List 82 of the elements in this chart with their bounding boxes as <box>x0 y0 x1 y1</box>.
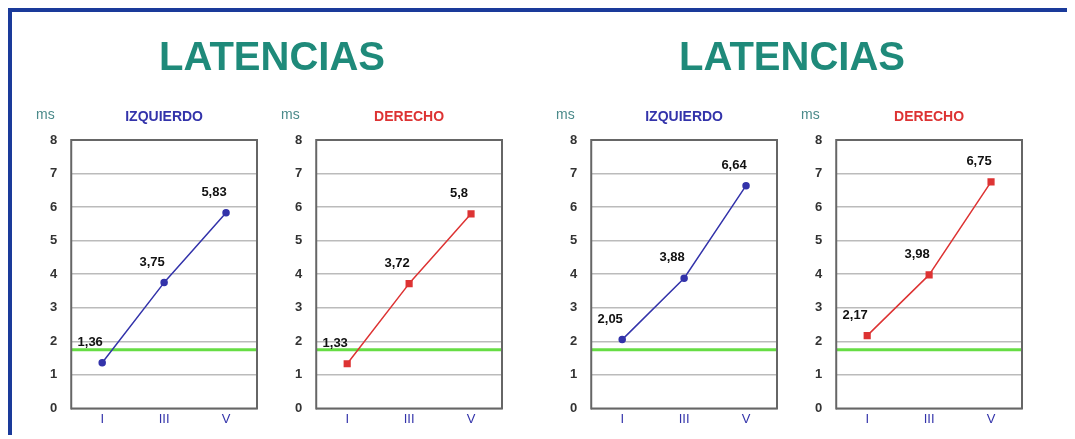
data-label: 3,75 <box>139 253 165 269</box>
data-label: 1,36 <box>77 333 103 349</box>
chart-subtitle: IZQUIERDO <box>645 107 724 124</box>
point <box>222 209 230 217</box>
data-label: 6,64 <box>721 156 748 172</box>
y-tick-label: 0 <box>295 399 303 415</box>
x-tick-label: III <box>158 410 170 426</box>
y-tick-label: 1 <box>295 366 303 382</box>
y-tick-label: 0 <box>815 399 823 415</box>
y-tick-label: 8 <box>570 131 578 147</box>
y-tick-label: 6 <box>295 198 303 214</box>
data-label: 1,33 <box>322 334 348 350</box>
y-tick-label: 2 <box>50 332 58 348</box>
y-tick-label: 8 <box>815 131 823 147</box>
chart-title: LATENCIAS <box>678 34 906 79</box>
y-tick-label: 3 <box>570 299 578 315</box>
y-tick-label: 4 <box>295 265 303 281</box>
x-tick-label: I <box>345 410 349 426</box>
y-tick-label: 5 <box>50 232 58 248</box>
y-axis-title: ms <box>801 105 820 122</box>
y-tick-label: 1 <box>50 366 58 382</box>
y-tick-label: 4 <box>815 265 823 281</box>
x-tick-label: III <box>923 410 935 426</box>
x-tick-label: V <box>741 410 751 426</box>
point <box>98 359 106 367</box>
y-tick-label: 8 <box>50 131 58 147</box>
y-tick-label: 6 <box>570 198 578 214</box>
y-tick-label: 1 <box>815 366 823 382</box>
data-label: 3,88 <box>659 249 685 265</box>
data-label: 3,98 <box>904 245 930 261</box>
point <box>987 178 995 186</box>
y-tick-label: 2 <box>815 332 823 348</box>
y-tick-label: 4 <box>570 265 578 281</box>
point <box>467 210 475 218</box>
x-tick-label: I <box>100 410 104 426</box>
y-tick-label: 3 <box>295 299 303 315</box>
point <box>742 181 750 190</box>
y-tick-label: 7 <box>295 165 303 181</box>
y-tick-label: 0 <box>50 399 58 415</box>
data-label: 5,8 <box>450 184 469 200</box>
point <box>680 274 688 282</box>
y-tick-label: 6 <box>815 198 823 214</box>
y-tick-label: 3 <box>815 299 823 315</box>
y-tick-label: 7 <box>815 165 823 181</box>
point <box>618 335 626 344</box>
point <box>160 278 168 287</box>
y-tick-label: 5 <box>295 232 303 248</box>
x-tick-label: V <box>221 410 231 426</box>
y-axis-title: ms <box>281 105 300 122</box>
y-tick-label: 7 <box>50 165 58 181</box>
y-tick-label: 0 <box>570 399 578 415</box>
point <box>863 332 871 340</box>
y-tick-label: 6 <box>50 198 58 214</box>
y-tick-label: 2 <box>570 332 578 348</box>
y-tick-label: 5 <box>815 232 823 248</box>
chart-subtitle: DERECHO <box>374 107 445 124</box>
x-tick-label: I <box>620 410 624 426</box>
x-tick-label: I <box>865 410 869 426</box>
chart-title: LATENCIAS <box>158 34 386 79</box>
x-tick-label: III <box>403 410 415 426</box>
point <box>405 280 413 288</box>
y-tick-label: 8 <box>295 131 303 147</box>
y-tick-label: 7 <box>570 165 578 181</box>
data-label: 5,83 <box>201 183 227 199</box>
data-label: 3,72 <box>384 254 410 270</box>
y-tick-label: 3 <box>50 299 58 315</box>
y-tick-label: 4 <box>50 265 58 281</box>
x-tick-label: III <box>678 410 690 426</box>
y-axis-title: ms <box>36 105 55 122</box>
chart-subtitle: IZQUIERDO <box>125 107 204 124</box>
x-tick-label: V <box>986 410 996 426</box>
data-label: 2,05 <box>597 310 623 326</box>
y-axis-title: ms <box>556 105 575 122</box>
y-tick-label: 5 <box>570 232 578 248</box>
x-tick-label: V <box>466 410 476 426</box>
y-tick-label: 2 <box>295 332 303 348</box>
point <box>925 271 933 279</box>
data-label: 6,75 <box>966 153 992 169</box>
point <box>343 360 351 368</box>
chart-subtitle: DERECHO <box>894 107 965 124</box>
data-label: 2,17 <box>842 306 868 322</box>
y-tick-label: 1 <box>570 366 578 382</box>
